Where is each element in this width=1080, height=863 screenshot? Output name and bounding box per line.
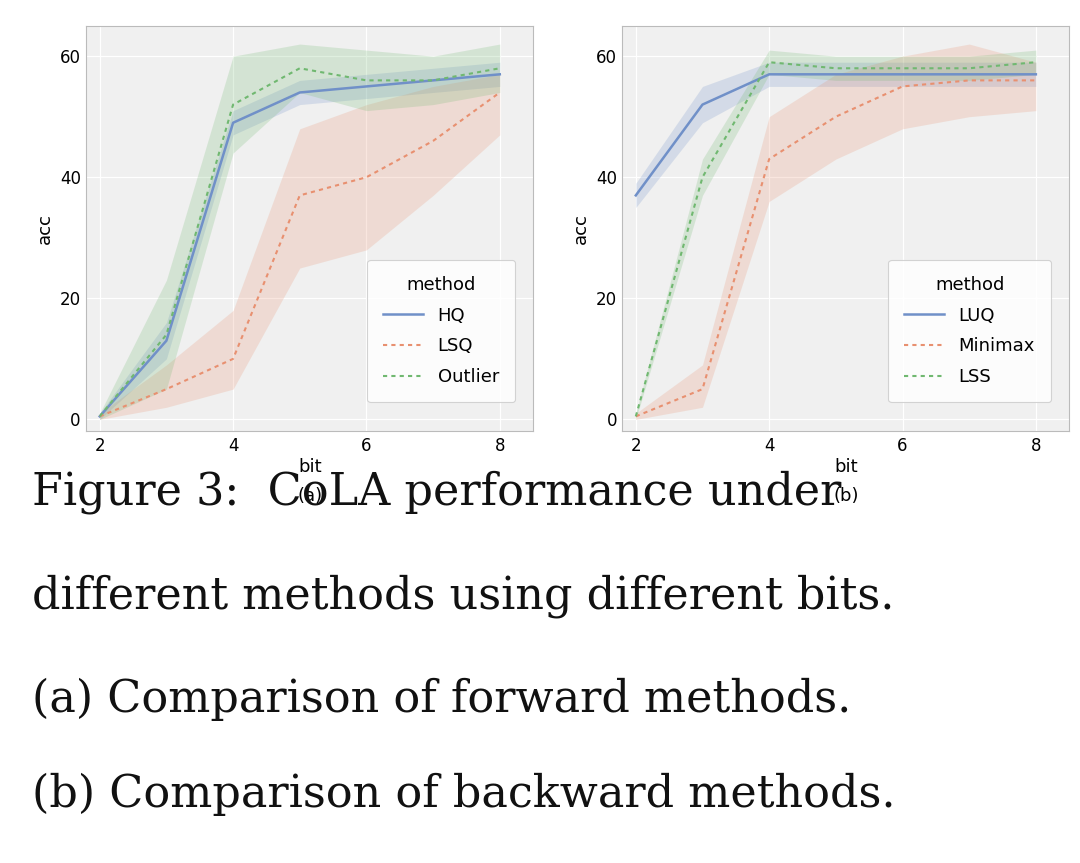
Line: Minimax: Minimax xyxy=(636,80,1036,416)
LSQ xyxy=(360,172,373,182)
Minimax xyxy=(630,411,643,421)
Outlier xyxy=(360,75,373,85)
LSS xyxy=(1029,57,1042,67)
LUQ xyxy=(896,69,909,79)
HQ xyxy=(93,411,106,421)
HQ xyxy=(227,117,240,128)
Text: different methods using different bits.: different methods using different bits. xyxy=(32,574,894,618)
Text: (a) Comparison of forward methods.: (a) Comparison of forward methods. xyxy=(32,677,852,721)
LUQ xyxy=(696,99,708,110)
LSQ xyxy=(160,384,173,394)
Minimax xyxy=(1029,75,1042,85)
LUQ xyxy=(762,69,775,79)
Outlier xyxy=(160,330,173,340)
LUQ xyxy=(829,69,842,79)
Legend: HQ, LSQ, Outlier: HQ, LSQ, Outlier xyxy=(367,260,515,402)
Minimax xyxy=(896,81,909,91)
LUQ xyxy=(962,69,975,79)
Minimax xyxy=(762,154,775,164)
Text: (b) Comparison of backward methods.: (b) Comparison of backward methods. xyxy=(32,772,896,816)
X-axis label: bit
(b): bit (b) xyxy=(833,458,859,505)
Line: HQ: HQ xyxy=(99,74,500,416)
HQ xyxy=(494,69,507,79)
X-axis label: bit
(a): bit (a) xyxy=(297,458,322,505)
LSQ xyxy=(227,354,240,364)
Text: Figure 3:  CoLA performance under: Figure 3: CoLA performance under xyxy=(32,470,841,514)
LSQ xyxy=(294,190,307,200)
HQ xyxy=(427,75,440,85)
Outlier xyxy=(427,75,440,85)
Minimax xyxy=(829,111,842,122)
LUQ xyxy=(1029,69,1042,79)
LUQ xyxy=(630,190,643,200)
LSS xyxy=(896,63,909,73)
LSQ xyxy=(427,135,440,146)
LSQ xyxy=(494,87,507,98)
Minimax xyxy=(962,75,975,85)
Y-axis label: acc: acc xyxy=(572,213,591,244)
Outlier xyxy=(494,63,507,73)
LSS xyxy=(762,57,775,67)
Outlier xyxy=(294,63,307,73)
HQ xyxy=(360,81,373,91)
Line: LSS: LSS xyxy=(636,62,1036,416)
Outlier xyxy=(227,99,240,110)
Minimax xyxy=(696,384,708,394)
LSS xyxy=(829,63,842,73)
HQ xyxy=(294,87,307,98)
LSS xyxy=(630,411,643,421)
HQ xyxy=(160,336,173,346)
Y-axis label: acc: acc xyxy=(36,213,54,244)
LSS xyxy=(962,63,975,73)
Line: LSQ: LSQ xyxy=(99,92,500,416)
LSQ xyxy=(93,411,106,421)
LSS xyxy=(696,172,708,182)
Legend: LUQ, Minimax, LSS: LUQ, Minimax, LSS xyxy=(888,260,1051,402)
Outlier xyxy=(93,411,106,421)
Line: LUQ: LUQ xyxy=(636,74,1036,195)
Line: Outlier: Outlier xyxy=(99,68,500,416)
